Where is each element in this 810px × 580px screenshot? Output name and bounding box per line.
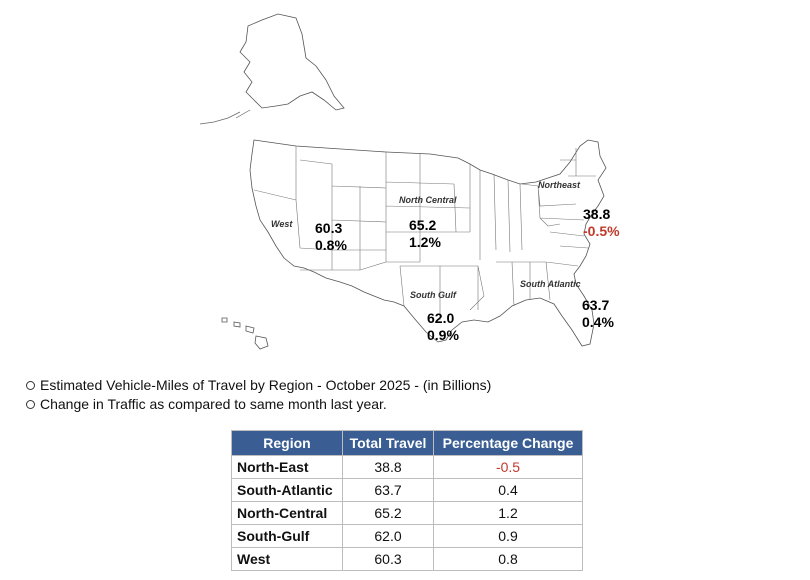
- cell-region: North-East: [231, 455, 343, 479]
- cell-total: 38.8: [342, 455, 434, 479]
- map-total-south-atlantic: 63.7: [582, 297, 610, 313]
- map-value-south-atlantic: 63.7 0.4%: [582, 297, 614, 331]
- note-vmt-estimate: Estimated Vehicle-Miles of Travel by Reg…: [24, 376, 491, 395]
- header-region: Region: [231, 430, 343, 456]
- cell-region: West: [231, 547, 343, 571]
- map-change-north-central: 1.2%: [409, 234, 441, 250]
- header-total-travel: Total Travel: [342, 430, 434, 456]
- header-percentage-change: Percentage Change: [433, 430, 583, 456]
- cell-total: 63.7: [342, 478, 434, 502]
- region-label-south-atlantic: South Atlantic: [520, 279, 581, 289]
- region-label-northeast: Northeast: [538, 180, 581, 190]
- region-label-south-gulf: South Gulf: [410, 290, 456, 300]
- map-value-northeast: 38.8 -0.5%: [583, 206, 620, 240]
- map-change-south-gulf: 0.9%: [427, 327, 459, 343]
- table-row: South-Atlantic 63.7 0.4: [231, 478, 583, 502]
- alaska-shape: [239, 13, 345, 111]
- cell-change: 0.8: [433, 547, 583, 571]
- map-change-west: 0.8%: [315, 237, 347, 253]
- table-row: West 60.3 0.8: [231, 547, 583, 571]
- map-change-northeast: -0.5%: [583, 223, 620, 239]
- cell-region: South-Atlantic: [231, 478, 343, 502]
- map-total-west: 60.3: [315, 220, 343, 236]
- region-label-west: West: [271, 219, 293, 229]
- hawaii-shape: [221, 317, 269, 350]
- map-value-west: 60.3 0.8%: [315, 220, 347, 254]
- cell-region: North-Central: [231, 501, 343, 525]
- cell-change: 1.2: [433, 501, 583, 525]
- table-row: North-Central 65.2 1.2: [231, 501, 583, 525]
- map-value-north-central: 65.2 1.2%: [409, 217, 441, 251]
- table-row: North-East 38.8 -0.5: [231, 455, 583, 479]
- note-change-comparison: Change in Traffic as compared to same mo…: [24, 395, 491, 414]
- map-total-northeast: 38.8: [583, 206, 611, 222]
- notes-list: Estimated Vehicle-Miles of Travel by Reg…: [24, 376, 491, 414]
- map-total-south-gulf: 62.0: [427, 310, 455, 326]
- table-header-row: Region Total Travel Percentage Change: [231, 430, 583, 456]
- cell-total: 65.2: [342, 501, 434, 525]
- table-row: South-Gulf 62.0 0.9: [231, 524, 583, 548]
- map-total-north-central: 65.2: [409, 217, 437, 233]
- map-value-south-gulf: 62.0 0.9%: [427, 310, 459, 344]
- region-label-north-central: North Central: [399, 195, 457, 205]
- continental-us-shape: [249, 139, 607, 347]
- cell-change: -0.5: [433, 455, 583, 479]
- regional-travel-table: Region Total Travel Percentage Change No…: [231, 430, 583, 571]
- us-regional-map: West 60.3 0.8% North Central 65.2 1.2% N…: [199, 13, 620, 350]
- map-change-south-atlantic: 0.4%: [582, 314, 614, 330]
- cell-change: 0.4: [433, 478, 583, 502]
- cell-change: 0.9: [433, 524, 583, 548]
- cell-total: 60.3: [342, 547, 434, 571]
- us-map-outline: [199, 13, 607, 350]
- cell-region: South-Gulf: [231, 524, 343, 548]
- cell-total: 62.0: [342, 524, 434, 548]
